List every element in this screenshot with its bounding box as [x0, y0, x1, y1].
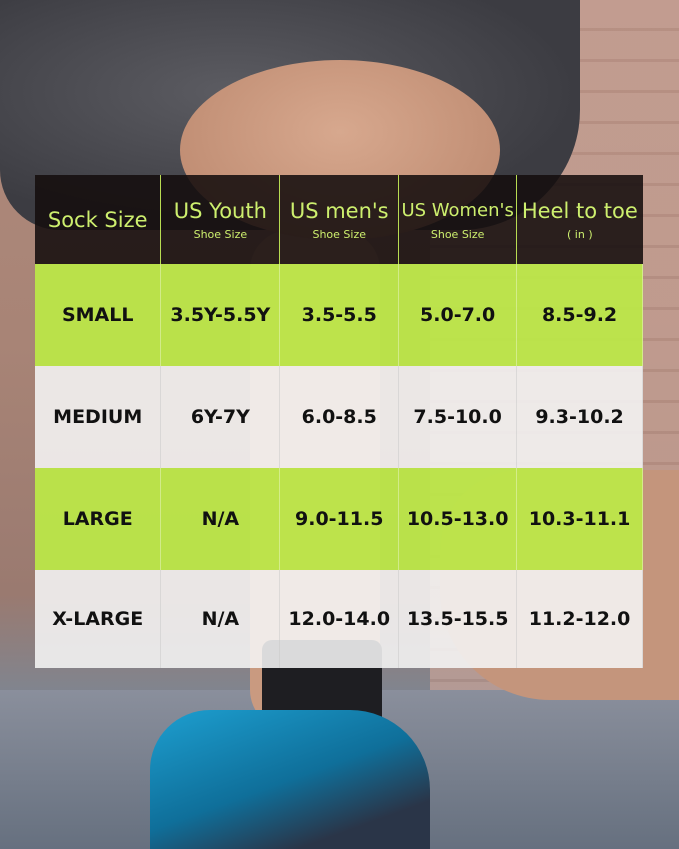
- header-sub: Shoe Size: [312, 228, 366, 241]
- cell: X-LARGE: [35, 570, 162, 668]
- cell: N/A: [160, 468, 281, 570]
- header-us-womens: US Women's Shoe Size: [398, 175, 518, 264]
- header-main: Sock Size: [47, 207, 148, 232]
- table-row-x-large: X-LARGE N/A 12.0-14.0 13.5-15.5 11.2-12.…: [35, 570, 643, 668]
- header-sub: ( in ): [567, 228, 593, 241]
- header-main: Heel to toe: [521, 199, 638, 223]
- cell: 9.0-11.5: [279, 468, 400, 570]
- table-row-small: SMALL 3.5Y-5.5Y 3.5-5.5 5.0-7.0 8.5-9.2: [35, 264, 643, 366]
- cell: 12.0-14.0: [279, 570, 400, 668]
- cell: 9.3-10.2: [516, 366, 643, 468]
- header-sub: Shoe Size: [430, 228, 485, 241]
- cell: 8.5-9.2: [516, 264, 643, 366]
- header-row: Sock Size US Youth Shoe Size US men's Shoe…: [35, 175, 643, 264]
- header-heel-to-toe: Heel to toe ( in ): [516, 175, 643, 264]
- table-row-medium: MEDIUM 6Y-7Y 6.0-8.5 7.5-10.0 9.3-10.2: [35, 366, 643, 468]
- cell: 3.5-5.5: [279, 264, 400, 366]
- header-us-mens: US men's Shoe Size: [279, 175, 400, 264]
- cell: SMALL: [35, 264, 162, 366]
- header-main: US Women's: [401, 200, 514, 221]
- cell: 10.5-13.0: [398, 468, 518, 570]
- cell: 7.5-10.0: [398, 366, 518, 468]
- cell: 6Y-7Y: [160, 366, 281, 468]
- cell: LARGE: [35, 468, 162, 570]
- cell: 6.0-8.5: [279, 366, 400, 468]
- header-sock-size: Sock Size: [35, 175, 162, 264]
- header-us-youth: US Youth Shoe Size: [160, 175, 281, 264]
- cell: N/A: [160, 570, 281, 668]
- cell: 3.5Y-5.5Y: [160, 264, 281, 366]
- header-sub: Shoe Size: [193, 228, 248, 241]
- table-row-large: LARGE N/A 9.0-11.5 10.5-13.0 10.3-11.1: [35, 468, 643, 570]
- header-main: US men's: [289, 199, 389, 223]
- cell: 13.5-15.5: [398, 570, 518, 668]
- sneaker: [150, 710, 430, 849]
- cell: 5.0-7.0: [398, 264, 518, 366]
- size-chart-table: Sock Size US Youth Shoe Size US men's Shoe…: [35, 175, 643, 668]
- cell: 10.3-11.1: [516, 468, 643, 570]
- header-main: US Youth: [173, 199, 267, 223]
- cell: 11.2-12.0: [516, 570, 643, 668]
- cell: MEDIUM: [35, 366, 162, 468]
